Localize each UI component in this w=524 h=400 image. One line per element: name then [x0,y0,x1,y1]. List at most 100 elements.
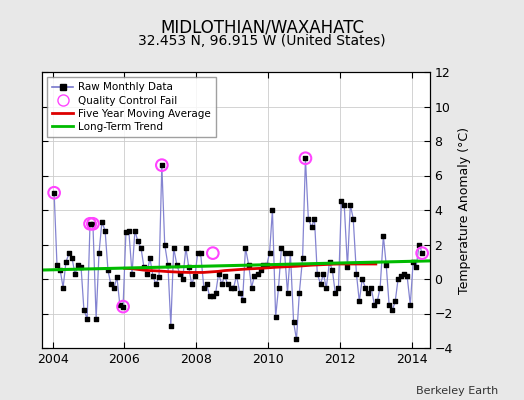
Point [250,272,259,279]
Point [176,271,184,277]
Point [209,250,217,256]
Point [89,221,97,227]
Point [202,281,211,287]
Point [151,281,160,287]
Point [167,322,175,329]
Point [71,271,79,277]
Legend: Raw Monthly Data, Quality Control Fail, Five Year Moving Average, Long-Term Tren: Raw Monthly Data, Quality Control Fail, … [47,77,216,137]
Point [125,228,133,234]
Point [89,221,97,227]
Point [77,264,85,270]
Point [158,162,166,168]
Point [397,272,406,279]
Point [223,281,232,287]
Point [169,245,178,251]
Point [325,258,334,265]
Text: 32.453 N, 96.915 W (United States): 32.453 N, 96.915 W (United States) [138,34,386,48]
Point [101,228,110,234]
Point [275,284,283,291]
Point [301,155,310,162]
Point [122,229,130,236]
Point [86,221,94,227]
Point [361,284,369,291]
Point [301,155,310,162]
Point [406,302,414,308]
Point [295,290,303,296]
Text: Berkeley Earth: Berkeley Earth [416,386,498,396]
Point [140,264,148,270]
Point [50,190,58,196]
Point [403,272,411,279]
Point [74,262,82,268]
Point [238,296,247,303]
Point [193,250,202,256]
Point [221,272,229,279]
Point [247,284,256,291]
Point [346,202,355,208]
Point [188,281,196,287]
Point [97,219,106,225]
Point [191,272,199,279]
Point [391,298,399,305]
Point [415,241,423,248]
Point [292,336,301,342]
Point [322,284,331,291]
Point [352,271,361,277]
Point [104,267,112,274]
Point [263,262,271,268]
Point [382,262,390,268]
Point [373,298,381,305]
Point [205,293,214,300]
Point [217,281,226,287]
Point [212,290,220,296]
Point [119,303,127,310]
Point [280,250,289,256]
Point [334,284,343,291]
Point [394,276,402,282]
Point [379,233,388,239]
Point [128,271,136,277]
Point [59,284,67,291]
Point [283,290,292,296]
Point [412,264,420,270]
Point [62,258,70,265]
Point [277,245,286,251]
Point [53,262,61,268]
Point [343,264,352,270]
Point [143,271,151,277]
Point [149,272,157,279]
Point [316,281,325,287]
Point [349,216,357,222]
Point [146,255,154,262]
Point [358,276,366,282]
Point [86,221,94,227]
Point [271,314,280,320]
Point [110,284,118,291]
Point [418,250,427,256]
Point [319,271,328,277]
Point [179,276,187,282]
Point [355,298,364,305]
Point [254,271,262,277]
Point [337,198,345,204]
Point [289,319,298,325]
Point [388,307,397,313]
Point [268,207,277,213]
Point [331,290,340,296]
Point [163,262,172,268]
Point [95,250,103,256]
Point [92,316,100,322]
Point [236,290,244,296]
Point [80,307,88,313]
Point [370,302,378,308]
Point [310,216,319,222]
Point [200,284,208,291]
Point [313,271,322,277]
Text: MIDLOTHIAN/WAXAHATC: MIDLOTHIAN/WAXAHATC [160,18,364,36]
Point [367,284,375,291]
Point [173,262,181,268]
Point [298,255,307,262]
Point [364,290,373,296]
Point [385,302,394,308]
Point [134,238,142,244]
